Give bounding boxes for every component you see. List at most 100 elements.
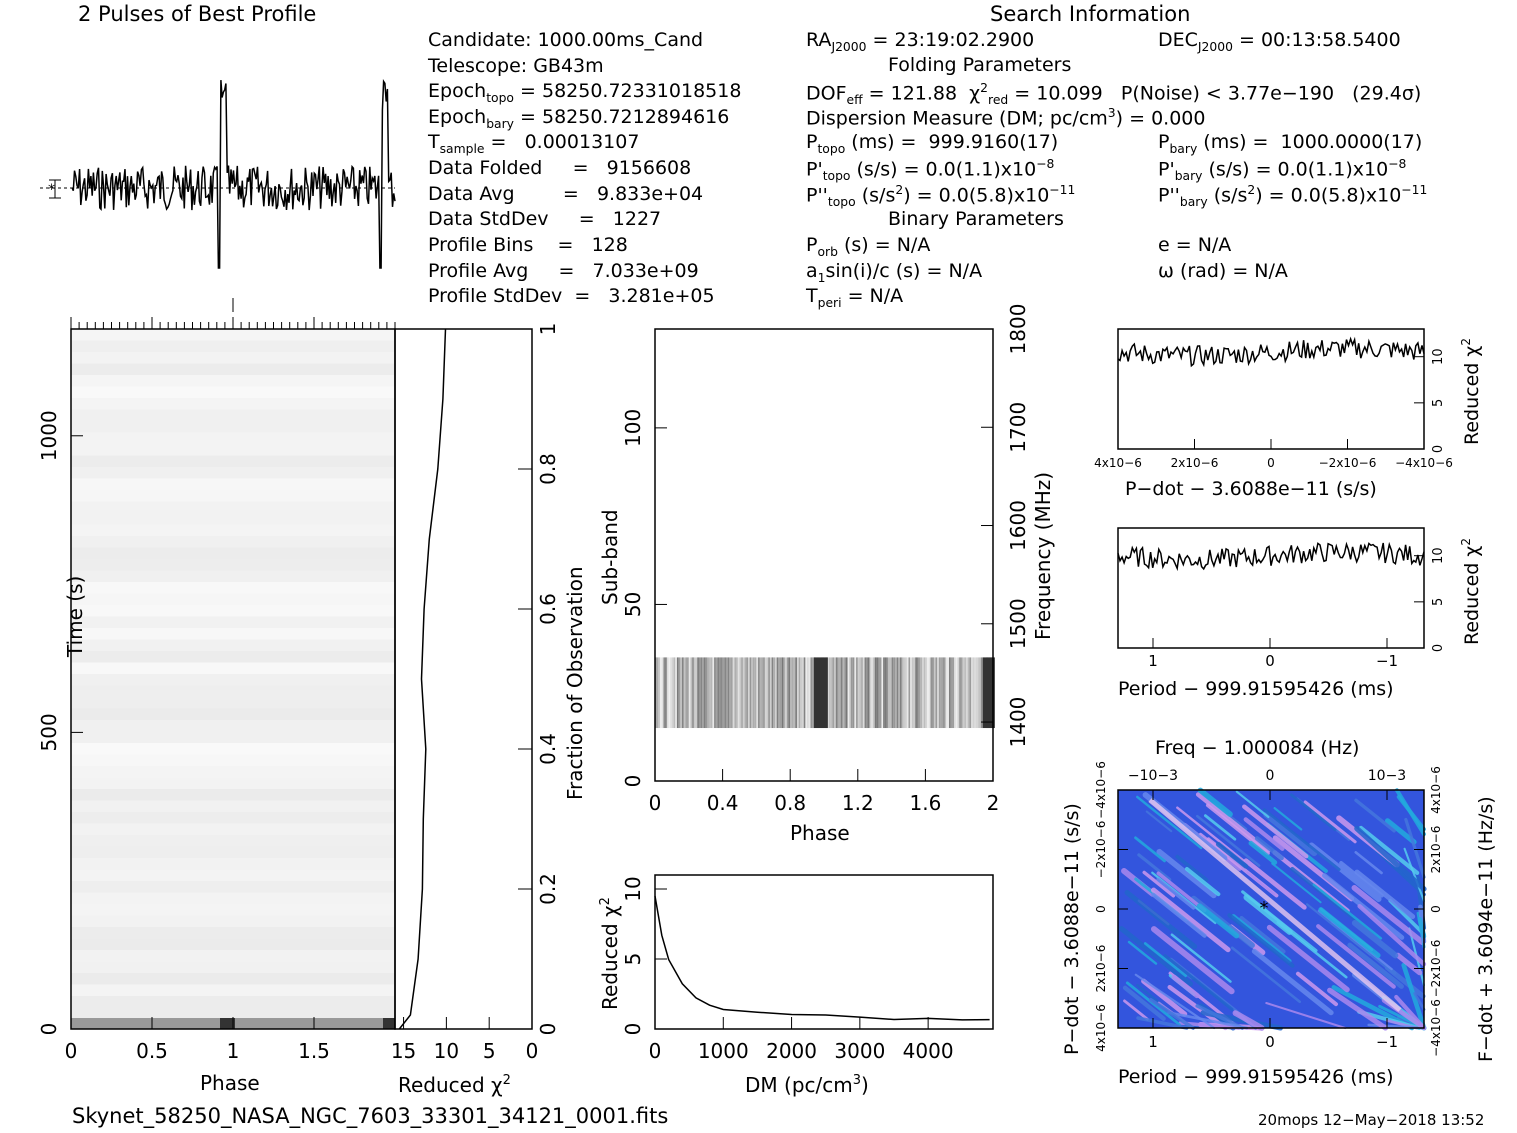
subband-column: [937, 657, 939, 729]
tp-row: [71, 340, 395, 352]
map-y2tick-label: −2x10−6: [1429, 940, 1443, 998]
ptopo-line: Ptopo (ms) = 999.9160(17): [806, 131, 1059, 156]
subband-column: [977, 657, 980, 729]
map-ytick-label: −4x10−6: [1094, 761, 1108, 819]
freq-axis-label: Freq − 1.000084 (Hz): [1155, 737, 1359, 759]
dm-xtick-label: 0: [649, 1039, 662, 1063]
subband-column: [682, 657, 684, 729]
subband-column: [911, 657, 914, 729]
map-streak: [1354, 869, 1416, 920]
map-streak: [1243, 894, 1293, 935]
map-streak: [1354, 825, 1427, 892]
sb-ytick-label: 100: [621, 409, 645, 447]
subband-column: [874, 657, 877, 729]
map-streak: [1266, 924, 1350, 993]
subband-column: [888, 657, 890, 729]
map-streak: [1246, 871, 1276, 896]
subband-column: [759, 657, 762, 729]
small-xtick-label: −4x10−6: [1395, 456, 1453, 470]
map-streak: [1241, 890, 1318, 953]
map-y2tick-label: 2x10−6: [1429, 826, 1443, 874]
map-streak: [1327, 987, 1389, 1031]
subband-column: [707, 657, 710, 729]
subband-column: [704, 657, 706, 729]
dm-curve: [654, 895, 990, 1021]
period-axis-label: Period − 999.91595426 (ms): [1118, 678, 1394, 700]
tp-row: [71, 973, 395, 985]
subband-column: [918, 657, 921, 729]
subband-column: [756, 657, 759, 729]
tp-row: [71, 478, 395, 490]
subband-column: [945, 657, 948, 729]
subband-column: [746, 657, 748, 729]
map-streak: [1151, 892, 1207, 938]
subband-column: [957, 657, 960, 729]
map-toptick-label: 0: [1266, 768, 1275, 784]
folding-title: Folding Parameters: [888, 54, 1072, 76]
subband-column: [867, 657, 870, 729]
tp-row: [71, 490, 395, 502]
map-streak: [1136, 1016, 1189, 1030]
subband-column: [795, 657, 797, 729]
subband-column: [974, 657, 977, 729]
subband-column: [734, 657, 737, 729]
tp-row: [71, 950, 395, 962]
profile-plot: *: [40, 79, 396, 269]
profile-errorbar-star: *: [48, 182, 55, 198]
subband-column: [786, 657, 789, 729]
small-ytick-label: 5: [1431, 399, 1446, 407]
tp-row: [71, 444, 395, 456]
pdot-bary-line: P'bary (s/s) = 0.0(1.1)x10−8: [1158, 157, 1407, 184]
subband-column: [959, 657, 961, 729]
subband-column: [844, 657, 846, 729]
pdot-topo-line: P'topo (s/s) = 0.0(1.1)x10−8: [806, 157, 1055, 184]
profile-title: 2 Pulses of Best Profile: [78, 2, 317, 26]
subband-column: [725, 657, 728, 729]
tp-row: [71, 1007, 395, 1019]
tp-row: [71, 570, 395, 582]
tp-row: [71, 593, 395, 605]
subband-column: [754, 657, 757, 729]
map-streak: [1265, 1001, 1347, 1030]
subband-column: [722, 657, 725, 729]
subband-column: [675, 657, 677, 729]
pddot-topo-line: P''topo (s/s2) = 0.0(5.8)x10−11: [806, 183, 1076, 210]
map-streak: [1239, 916, 1286, 954]
tp-row: [71, 329, 395, 341]
epoch-topo-line: Epochtopo = 58250.72331018518: [428, 80, 742, 105]
cf-xtick-label: 5: [483, 1039, 496, 1063]
tp-row: [71, 996, 395, 1008]
subband-column: [802, 657, 804, 729]
dm-ytick-label: 10: [621, 876, 645, 901]
profile-curve: [71, 79, 396, 269]
subband-column: [927, 657, 929, 729]
tp-row: [71, 582, 395, 594]
subband-column: [683, 657, 686, 729]
tp-row: [71, 386, 395, 398]
small-xtick-label: 0: [1265, 652, 1275, 670]
dm-xtick-label: 3000: [834, 1039, 885, 1063]
sb-xtick-label: 0: [649, 791, 662, 815]
subband-column: [900, 657, 902, 729]
tp-row: [71, 685, 395, 697]
tp-row: [71, 432, 395, 444]
map-streak: [1230, 946, 1301, 1004]
tp-row: [71, 846, 395, 858]
map-streak: [1339, 861, 1384, 898]
tp-row: [71, 892, 395, 904]
tp-row: [71, 352, 395, 364]
subband-column: [749, 657, 752, 729]
dm-axis-label: DM (pc/cm3): [745, 1073, 869, 1097]
subband-column: [856, 657, 858, 729]
subband-column: [849, 657, 852, 729]
map-streak: [1134, 836, 1166, 863]
sb-y2tick-label: 1800: [1006, 304, 1030, 355]
subband-column: [891, 657, 894, 729]
map-streak: [1156, 848, 1217, 899]
map-streak: [1318, 907, 1381, 958]
subband-column: [751, 657, 754, 729]
phase-axis-label: Phase: [200, 1071, 260, 1095]
tp-row: [71, 938, 395, 950]
map-streak: [1156, 877, 1196, 910]
